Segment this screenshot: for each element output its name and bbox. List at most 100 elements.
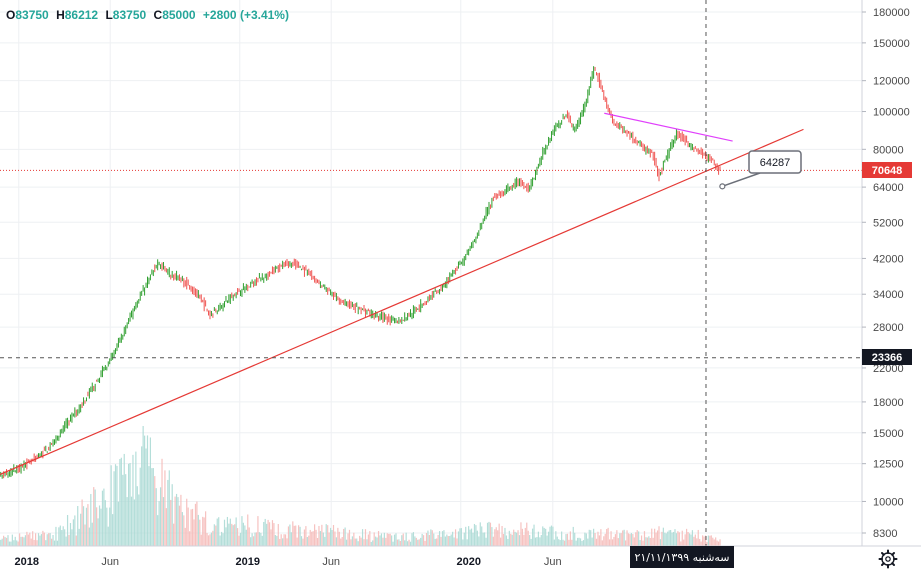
volume-bar	[611, 539, 614, 546]
low-label: L	[105, 8, 113, 22]
volume-bar	[114, 464, 117, 546]
volume-bar	[154, 476, 156, 546]
volume-bar	[486, 522, 489, 546]
volume-bar	[454, 529, 457, 546]
volume-bar	[273, 523, 275, 546]
volume-bar	[284, 534, 287, 546]
callout-anchor	[719, 183, 726, 190]
volume-bar	[58, 527, 60, 546]
volume-bar	[559, 540, 561, 546]
volume-bar	[344, 527, 346, 546]
volume-bar	[136, 486, 138, 546]
volume-bar	[50, 538, 53, 546]
x-tick-label: Jun	[322, 556, 340, 568]
volume-bar	[331, 530, 333, 546]
volume-bar	[143, 435, 146, 546]
volume-bar	[383, 532, 385, 546]
volume-bar	[45, 540, 47, 546]
volume-bar	[20, 536, 22, 546]
volume-histogram	[0, 426, 721, 546]
volume-bar	[616, 530, 618, 546]
volume-bar	[329, 527, 332, 546]
volume-bar	[457, 531, 460, 546]
volume-bar	[62, 526, 64, 546]
volume-bar	[389, 533, 391, 546]
volume-bar	[372, 540, 374, 546]
volume-bar	[488, 521, 490, 546]
volume-bar	[658, 526, 660, 546]
volume-bar	[558, 539, 560, 546]
volume-bar	[696, 538, 698, 546]
volume-bar	[42, 530, 44, 546]
volume-bar	[247, 514, 249, 546]
drawing-layer[interactable]	[0, 0, 862, 546]
y-tick-label: 28000	[873, 322, 904, 334]
volume-bar	[11, 534, 13, 546]
gear-icon[interactable]	[878, 549, 898, 569]
volume-bar	[26, 531, 28, 546]
volume-bar	[82, 506, 85, 546]
volume-bar	[196, 501, 198, 546]
volume-bar	[675, 533, 678, 546]
volume-bar	[75, 535, 77, 546]
volume-bar	[72, 519, 74, 546]
volume-bar	[293, 525, 295, 546]
volume-bar	[299, 526, 301, 546]
volume-bar	[497, 530, 499, 546]
x-tick-label: 2018	[15, 556, 39, 568]
volume-bar	[295, 525, 297, 546]
volume-bar	[135, 451, 137, 546]
volume-bar	[440, 536, 442, 546]
volume-bar	[94, 489, 96, 546]
volume-bar	[155, 488, 157, 546]
volume-bar	[716, 540, 718, 546]
volume-bar	[260, 532, 262, 546]
volume-bar	[585, 533, 587, 546]
volume-bar	[539, 537, 541, 546]
volume-bar	[263, 521, 265, 546]
volume-bar	[345, 539, 348, 546]
volume-bar	[524, 527, 526, 546]
volume-bar	[194, 503, 197, 546]
volume-bar	[565, 534, 567, 546]
volume-bar	[684, 534, 686, 546]
volume-bar	[703, 536, 705, 546]
volume-bar	[491, 527, 493, 546]
volume-bar	[561, 531, 563, 546]
volume-bar	[327, 525, 329, 546]
volume-bar	[244, 525, 246, 546]
volume-bar	[649, 538, 651, 546]
volume-bar	[678, 532, 680, 546]
volume-bar	[562, 539, 564, 546]
volume-bar	[215, 525, 217, 546]
time-axis[interactable]: 2018 Jun 2019 Jun 2020 Jun	[0, 545, 921, 568]
volume-bar	[391, 535, 393, 546]
volume-bar	[139, 467, 141, 546]
volume-bar	[475, 525, 477, 546]
volume-bar	[677, 531, 679, 546]
price-callout[interactable]: 64287	[748, 150, 802, 174]
price-axis[interactable]: 180000 150000 120000 100000 80000 64000 52000 4…	[861, 0, 910, 546]
volume-bar	[622, 530, 624, 546]
volume-bar	[569, 531, 571, 546]
volume-bar	[690, 534, 692, 546]
volume-bar	[286, 538, 288, 546]
volume-bar	[681, 530, 683, 546]
y-tick-label: 52000	[873, 217, 904, 229]
volume-bar	[500, 537, 502, 546]
volume-bar	[202, 516, 204, 546]
volume-bar	[456, 538, 458, 546]
volume-bar	[296, 537, 298, 546]
volume-bar	[642, 540, 644, 546]
y-tick-label: 12500	[873, 459, 904, 471]
volume-bar	[212, 530, 214, 546]
volume-bar	[427, 530, 429, 546]
volume-bar	[120, 457, 122, 546]
volume-bar	[668, 530, 670, 546]
volume-bar	[552, 526, 554, 546]
volume-bar	[566, 533, 569, 546]
volume-bar	[5, 537, 8, 546]
volume-bar	[468, 526, 470, 546]
volume-bar	[417, 539, 419, 546]
